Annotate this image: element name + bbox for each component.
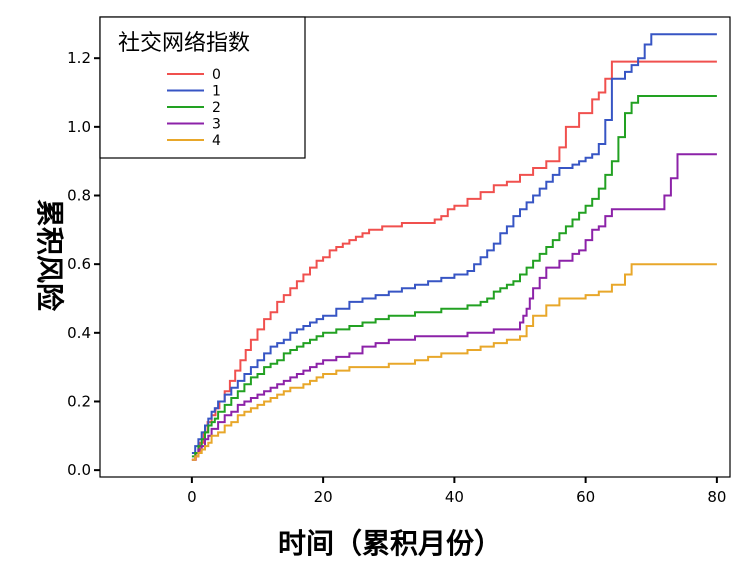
series-line-2 — [191, 95, 717, 458]
x-tick-label: 80 — [707, 488, 726, 506]
legend-label-0: 0 — [212, 67, 221, 83]
y-tick-label: 0.2 — [67, 392, 91, 410]
y-ticks: 0.0 0.2 0.4 0.6 0.8 1.0 1.2 — [67, 49, 100, 479]
x-axis: 0 20 40 60 80 — [187, 477, 726, 506]
y-tick-label: 1.2 — [67, 49, 91, 67]
y-tick-label: 1.0 — [67, 118, 91, 136]
legend-label-2: 2 — [212, 100, 221, 116]
series-line-3 — [191, 153, 717, 461]
y-tick-label: 0.0 — [67, 461, 91, 479]
series-lines — [191, 33, 717, 461]
x-tick-label: 60 — [576, 488, 595, 506]
legend-label-3: 3 — [212, 117, 221, 133]
legend-title: 社交网络指数 — [118, 31, 250, 56]
series-line-4 — [191, 263, 717, 461]
series-line-0 — [191, 60, 717, 461]
y-axis: 0.0 0.2 0.4 0.6 0.8 1.0 1.2 — [67, 49, 100, 479]
x-tick-label: 20 — [314, 488, 333, 506]
y-tick-label: 0.8 — [67, 187, 91, 205]
legend-label-4: 4 — [212, 133, 221, 149]
x-tick-label: 40 — [445, 488, 464, 506]
y-tick-label: 0.6 — [67, 255, 91, 273]
plot-frame — [99, 16, 731, 478]
x-ticks: 0 20 40 60 80 — [187, 477, 726, 506]
legend-box — [99, 16, 306, 159]
x-axis-title: 时间（累积月份） — [278, 527, 502, 560]
x-tick-label: 0 — [187, 488, 197, 506]
series-line-1 — [191, 33, 717, 454]
y-tick-label: 0.4 — [67, 324, 91, 342]
legend-label-1: 1 — [212, 84, 221, 100]
y-axis-title: 累积风险 — [33, 199, 66, 312]
